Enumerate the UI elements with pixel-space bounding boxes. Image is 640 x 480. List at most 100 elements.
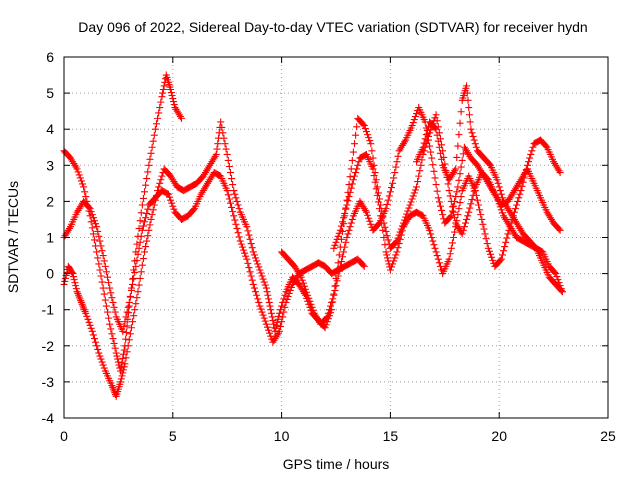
data-point [229,208,237,216]
data-point [135,244,143,252]
data-point [432,248,440,256]
data-point [350,140,358,148]
y-tick-label: 5 [46,85,54,101]
data-point [234,201,242,209]
data-point [496,256,504,264]
data-point [237,240,245,248]
data-point [69,270,77,278]
data-point [126,292,134,300]
data-point [129,280,137,288]
data-point [368,147,376,155]
data-point [451,228,459,236]
data-point [224,191,232,199]
data-point [473,196,481,204]
data-point [495,183,503,191]
data-point [137,268,145,276]
data-point [94,227,102,235]
data-point [337,222,345,230]
data-point [348,180,356,188]
data-point [333,277,341,285]
data-point [413,110,421,118]
data-point [382,248,390,256]
data-point [332,282,340,290]
data-point [147,215,155,223]
data-point [263,288,271,296]
data-point [269,317,277,325]
data-point [151,196,159,204]
data-point [493,176,501,184]
chart-title: Day 096 of 2022, Sidereal Day-to-day VTE… [78,19,587,35]
data-point [249,248,257,256]
data-point [427,126,435,134]
data-point [109,335,117,343]
data-point [393,158,401,166]
data-point [309,306,317,314]
data-point [131,306,139,314]
data-point [117,378,125,386]
data-point [521,170,529,178]
data-point [121,318,129,326]
data-point [348,156,356,164]
data-point [133,294,141,302]
data-point [99,284,107,292]
data-point [322,321,330,329]
data-point [334,259,342,267]
data-point [230,187,238,195]
data-point [281,303,289,311]
data-point [219,129,227,137]
data-point [515,194,523,202]
data-point [119,369,127,377]
y-tick-label: 6 [46,49,54,65]
data-point [364,211,372,219]
data-point [520,174,528,182]
data-point [170,205,178,213]
data-point [327,302,335,310]
data-point [132,300,140,308]
y-tick-label: -3 [42,374,55,390]
data-point [232,220,240,228]
data-point [445,187,453,195]
data-point [141,188,149,196]
data-point [257,305,265,313]
data-point [438,206,446,214]
data-point [261,281,269,289]
data-point [390,174,398,182]
data-point [438,155,446,163]
data-point [61,274,69,282]
data-point [253,291,261,299]
data-point [88,327,96,335]
data-point [277,323,285,331]
data-point [167,85,175,93]
data-point [275,309,283,317]
data-point [267,309,275,317]
data-point [386,188,394,196]
data-point [265,298,273,306]
data-point [61,277,69,285]
data-point [279,313,287,321]
data-point [143,175,151,183]
data-point [336,262,344,270]
data-point [158,93,166,101]
data-point [71,279,79,287]
data-point [494,197,502,205]
data-point [244,227,252,235]
data-point [142,181,150,189]
data-point [453,153,461,161]
data-point [278,302,286,310]
data-point [429,237,437,245]
data-point [323,313,331,321]
data-point [123,348,131,356]
data-point [81,188,89,196]
data-point [98,247,106,255]
data-point [556,282,564,290]
data-point [104,308,112,316]
data-point [431,124,439,132]
data-point [86,205,94,213]
data-point [455,176,463,184]
data-point [80,183,88,191]
data-point [446,250,454,258]
data-point [119,327,127,335]
data-point [157,176,165,184]
data-point [484,244,492,252]
data-point [448,207,456,215]
